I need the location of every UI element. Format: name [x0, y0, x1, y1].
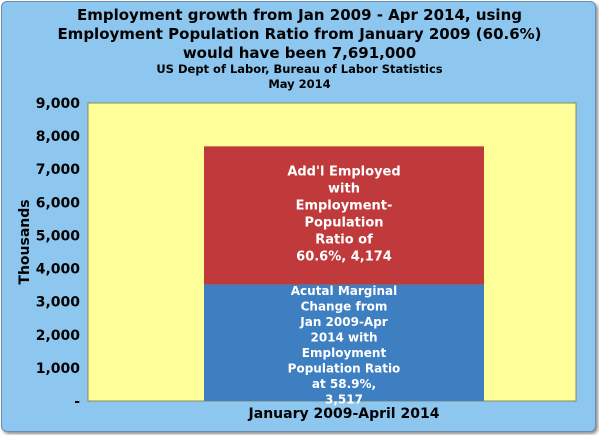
bar-segment-2-label-line: 60.6%, 4,174 — [296, 250, 392, 265]
bar-segment-1-label-line: Change from — [301, 299, 388, 313]
y-tick-label: - — [74, 394, 80, 410]
x-axis-category-label: January 2009-April 2014 — [248, 406, 440, 422]
chart-title-line-1: Employment growth from Jan 2009 - Apr 20… — [77, 6, 522, 24]
bar-segment-2-label-line: Population — [304, 216, 383, 231]
chart-title-line-2: Employment Population Ratio from January… — [57, 25, 542, 43]
bar-segment-1-label-line: Jan 2009-Apr — [299, 315, 388, 329]
bar-segment-2 — [204, 146, 484, 285]
bar-segment-2-label-line: Employment- — [296, 199, 393, 214]
bar-segment-1-label-line: 2014 with — [310, 330, 377, 344]
bar-segment-2-label-line: Add'l Employed — [287, 165, 400, 180]
y-tick-label: 5,000 — [36, 228, 81, 244]
y-tick-label: 2,000 — [36, 328, 81, 344]
chart-title-line-3: would have been 7,691,000 — [182, 44, 417, 62]
y-axis-title: Thousands — [17, 199, 33, 284]
bar-segment-2-label-line: with — [328, 182, 360, 197]
bar-segment-1-label-line: Acutal Marginal — [291, 284, 397, 298]
chart-subtitle-source: US Dept of Labor, Bureau of Labor Statis… — [156, 62, 443, 76]
bar-segment-1-label-line: at 58.9%, — [312, 377, 376, 391]
bar-stack — [204, 146, 484, 401]
bar-segment-2-label-line: Ratio of — [315, 233, 373, 248]
y-tick-label: 1,000 — [36, 361, 81, 377]
bar-segment-1-label-line: 3,517 — [325, 392, 363, 406]
y-tick-label: 3,000 — [36, 295, 81, 311]
bar-segment-1-label-line: Population Ratio — [288, 361, 401, 375]
y-axis-ticks: - 1,000 2,000 3,000 4,000 5,000 6,000 7,000 8,00… — [36, 96, 81, 410]
y-tick-label: 7,000 — [36, 162, 81, 178]
chart-subtitle-date: May 2014 — [268, 77, 331, 91]
bar-segment-1 — [204, 284, 484, 401]
y-tick-label: 6,000 — [36, 195, 81, 211]
bar-segment-1-label-line: Employment — [302, 346, 387, 360]
y-tick-label: 9,000 — [36, 96, 81, 112]
y-tick-label: 4,000 — [36, 262, 81, 278]
y-tick-label: 8,000 — [36, 129, 81, 145]
